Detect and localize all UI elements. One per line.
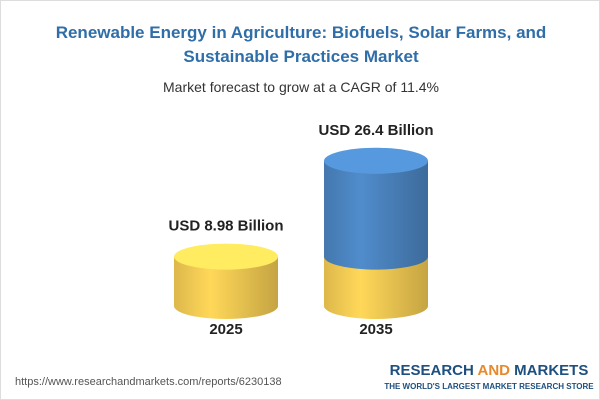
cylinder-body (324, 160, 428, 270)
cylinder (324, 147, 428, 319)
source-url: https://www.researchandmarkets.com/repor… (15, 376, 282, 388)
cylinder-base (324, 256, 428, 319)
cylinder-top (174, 243, 278, 270)
x-tick-label: 2025 (209, 321, 242, 338)
x-tick-label: 2035 (359, 321, 392, 338)
cylinder-body (174, 256, 278, 319)
value-label: USD 8.98 Billion (168, 218, 283, 235)
cylinder (174, 243, 278, 319)
chart-subtitle: Market forecast to grow at a CAGR of 11.… (163, 79, 439, 95)
logo-word: RESEARCH (390, 362, 474, 379)
value-label: USD 26.4 Billion (318, 122, 433, 139)
logo: RESEARCH AND MARKETS (390, 362, 589, 379)
logo-word: AND (477, 362, 510, 379)
chart-title: Renewable Energy in Agriculture: Biofuel… (55, 23, 547, 66)
cylinder-top (324, 147, 428, 174)
logo-tagline: THE WORLD'S LARGEST MARKET RESEARCH STOR… (384, 382, 594, 391)
logo-word: MARKETS (514, 362, 588, 379)
